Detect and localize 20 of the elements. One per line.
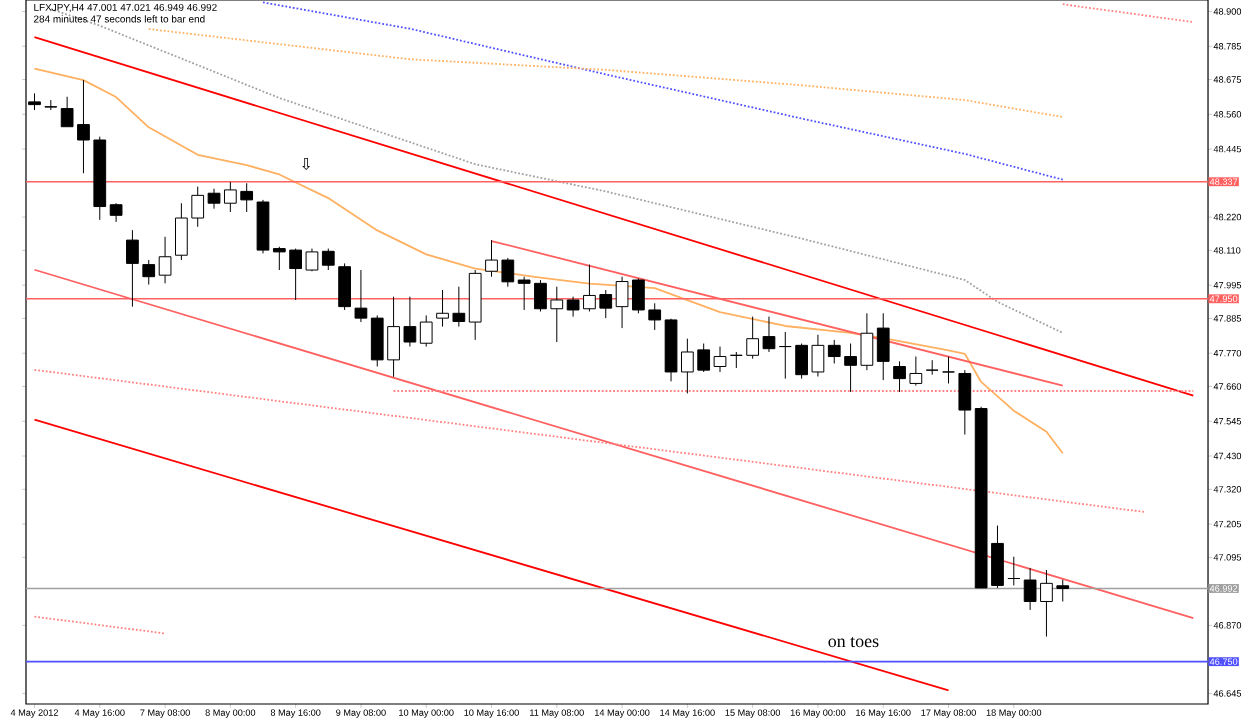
annotation: on toes — [828, 636, 879, 648]
line-series — [33, 67, 1064, 455]
line-series — [262, 1, 1064, 181]
candlestick — [1007, 556, 1021, 586]
candlestick — [942, 356, 955, 384]
candlestick — [778, 331, 792, 380]
line-series — [49, 8, 1064, 334]
candlestick — [729, 351, 743, 369]
candlestick — [158, 236, 172, 284]
candlestick — [958, 369, 972, 436]
candlestick — [419, 314, 433, 348]
candlestick — [142, 259, 156, 286]
candlestick — [126, 229, 139, 308]
candlestick — [925, 359, 939, 376]
candlestick — [876, 312, 890, 381]
candlestick — [109, 202, 123, 223]
candlestick — [354, 269, 368, 323]
candlestick — [338, 262, 351, 311]
candlestick — [321, 248, 335, 271]
line-series — [147, 28, 1064, 118]
